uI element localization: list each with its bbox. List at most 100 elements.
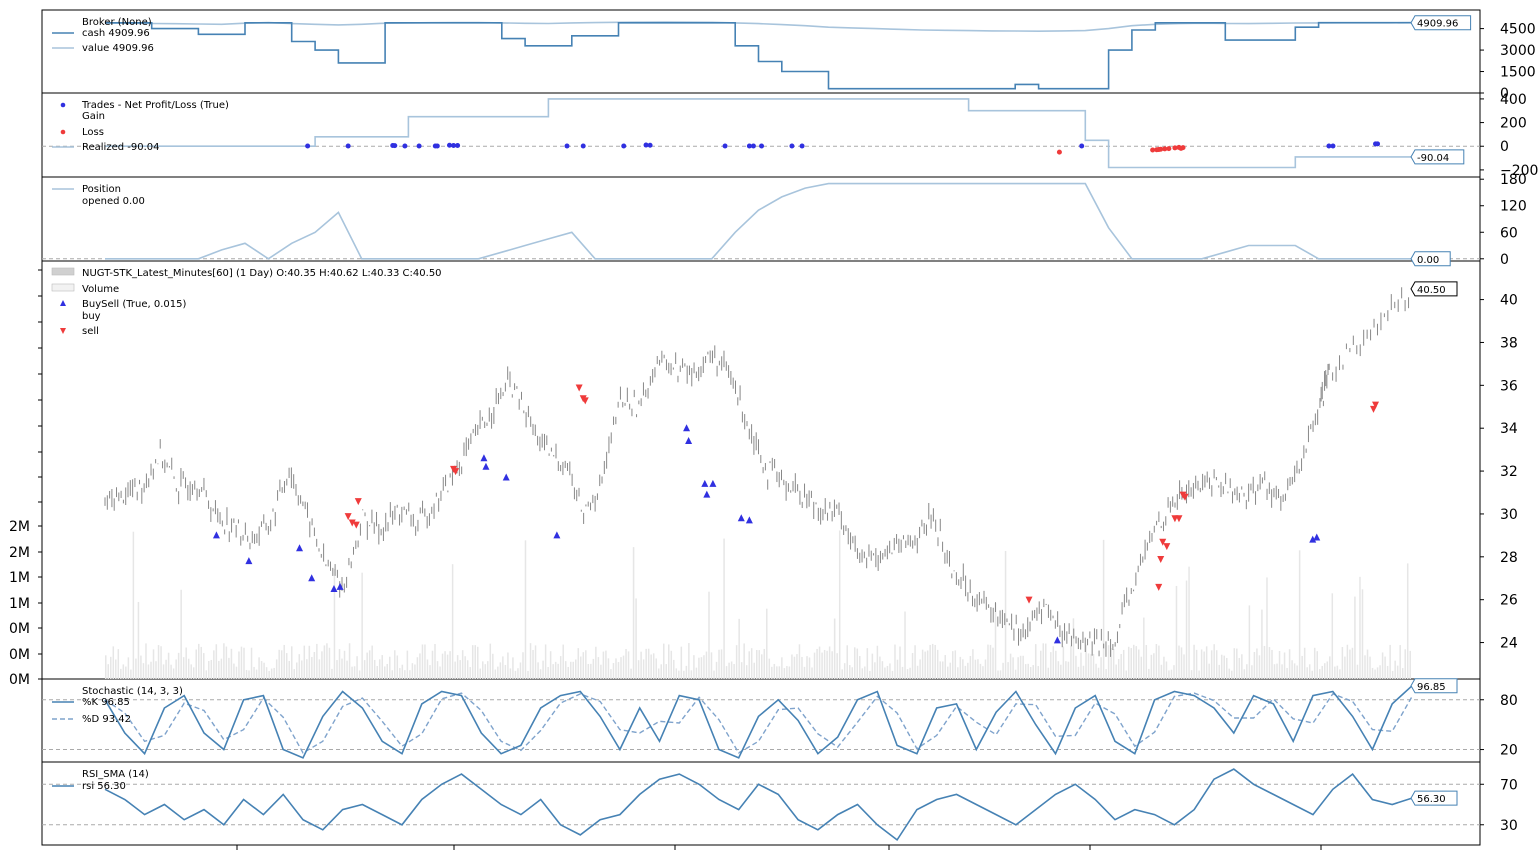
volume-bar bbox=[947, 666, 949, 679]
buy-marker bbox=[336, 582, 344, 590]
volume-tick-label: 1M bbox=[9, 596, 30, 612]
volume-bar bbox=[708, 591, 710, 679]
volume-bar bbox=[642, 659, 645, 679]
volume-bar bbox=[1361, 589, 1364, 679]
gain-point bbox=[647, 142, 653, 148]
volume-bar bbox=[655, 658, 657, 679]
gain-point bbox=[434, 143, 440, 149]
volume-bar bbox=[1394, 660, 1396, 679]
volume-bar bbox=[1029, 667, 1032, 679]
volume-bar bbox=[600, 664, 602, 679]
volume-bar bbox=[1004, 550, 1007, 679]
volume-bar bbox=[301, 660, 303, 679]
volume-bar bbox=[1067, 661, 1070, 679]
y-tick-label: 60 bbox=[1500, 225, 1518, 241]
volume-bar bbox=[1253, 651, 1256, 679]
buy-marker bbox=[502, 473, 510, 481]
volume-bar bbox=[1223, 655, 1225, 679]
volume-bar bbox=[889, 663, 891, 679]
volume-bar bbox=[529, 643, 532, 679]
volume-bar bbox=[1374, 669, 1376, 679]
volume-bar bbox=[1092, 653, 1095, 679]
volume-bar bbox=[1296, 665, 1298, 679]
volume-bar bbox=[964, 665, 967, 679]
value-tag-box bbox=[1410, 15, 1472, 31]
volume-bar bbox=[1122, 649, 1125, 679]
volume-bar bbox=[1215, 650, 1218, 679]
volume-bar bbox=[303, 645, 306, 679]
volume-bar bbox=[482, 661, 484, 679]
volume-bar bbox=[781, 657, 783, 679]
volume-bar bbox=[1077, 666, 1080, 679]
volume-bar bbox=[894, 644, 896, 679]
volume-bar bbox=[547, 666, 549, 679]
volume-bar bbox=[469, 667, 471, 679]
legend-label: rsi 56.30 bbox=[82, 781, 126, 792]
volume-bar bbox=[884, 667, 886, 679]
volume-bar bbox=[363, 660, 366, 679]
volume-bar bbox=[874, 662, 876, 679]
volume-bar bbox=[497, 666, 499, 679]
volume-bar bbox=[823, 649, 826, 679]
buy-marker bbox=[683, 424, 691, 432]
volume-bar bbox=[1075, 655, 1077, 679]
volume-bar bbox=[612, 663, 615, 679]
volume-bar bbox=[836, 653, 838, 679]
volume-bar bbox=[268, 670, 270, 679]
volume-bar bbox=[1331, 593, 1334, 679]
volume-bar bbox=[622, 655, 625, 679]
volume-bar bbox=[213, 650, 215, 679]
volume-bar bbox=[1110, 647, 1112, 679]
volume-bar bbox=[645, 648, 647, 679]
volume-bar bbox=[816, 648, 818, 679]
value-tag-text: 40.50 bbox=[1417, 285, 1446, 296]
volume-bars bbox=[105, 530, 1411, 679]
volume-bar bbox=[1082, 665, 1085, 679]
volume-bar bbox=[811, 667, 813, 679]
volume-bar bbox=[841, 669, 843, 679]
volume-bar bbox=[414, 664, 416, 679]
volume-bar bbox=[778, 666, 781, 679]
volume-bar bbox=[373, 659, 376, 679]
volume-bar bbox=[522, 652, 524, 679]
realized-line bbox=[105, 98, 1412, 169]
sell-marker bbox=[1157, 555, 1165, 563]
volume-bar bbox=[250, 647, 253, 679]
volume-bar bbox=[899, 646, 901, 679]
volume-bar bbox=[1193, 644, 1195, 679]
volume-bar bbox=[439, 666, 441, 679]
price-y-axis: 24 26 28 30 32 34 36 38 40 bbox=[1480, 293, 1518, 652]
volume-bar bbox=[260, 661, 263, 679]
volume-bar bbox=[444, 651, 446, 679]
volume-bar bbox=[1276, 663, 1278, 679]
gain-point bbox=[416, 143, 422, 149]
volume-bar bbox=[1190, 670, 1193, 679]
volume-bar bbox=[1286, 667, 1288, 679]
volume-bar bbox=[758, 650, 760, 679]
volume-bar bbox=[1130, 648, 1132, 679]
volume-bar bbox=[1153, 653, 1155, 679]
volume-bar bbox=[871, 653, 874, 679]
y-tick-label: 24 bbox=[1500, 636, 1518, 652]
volume-bar bbox=[929, 644, 931, 679]
gain-point bbox=[564, 143, 570, 149]
volume-bar bbox=[366, 652, 368, 679]
volume-bar bbox=[348, 643, 351, 679]
y-tick-label: 34 bbox=[1500, 421, 1518, 437]
volume-bar bbox=[1303, 647, 1306, 679]
volume-bar bbox=[828, 646, 831, 679]
volume-bar bbox=[557, 663, 559, 679]
volume-bar bbox=[1012, 657, 1014, 679]
volume-bar bbox=[117, 649, 120, 679]
volume-bar bbox=[1384, 656, 1386, 679]
y-tick-label: 4500 bbox=[1500, 22, 1536, 38]
sell-marker bbox=[1163, 543, 1171, 551]
volume-bar bbox=[1168, 670, 1170, 679]
volume-bar bbox=[796, 654, 798, 679]
sell-marker bbox=[575, 384, 583, 392]
volume-bar bbox=[180, 589, 182, 679]
volume-bar bbox=[451, 564, 454, 679]
volume-bar bbox=[1326, 661, 1329, 679]
volume-bar bbox=[1366, 649, 1369, 679]
